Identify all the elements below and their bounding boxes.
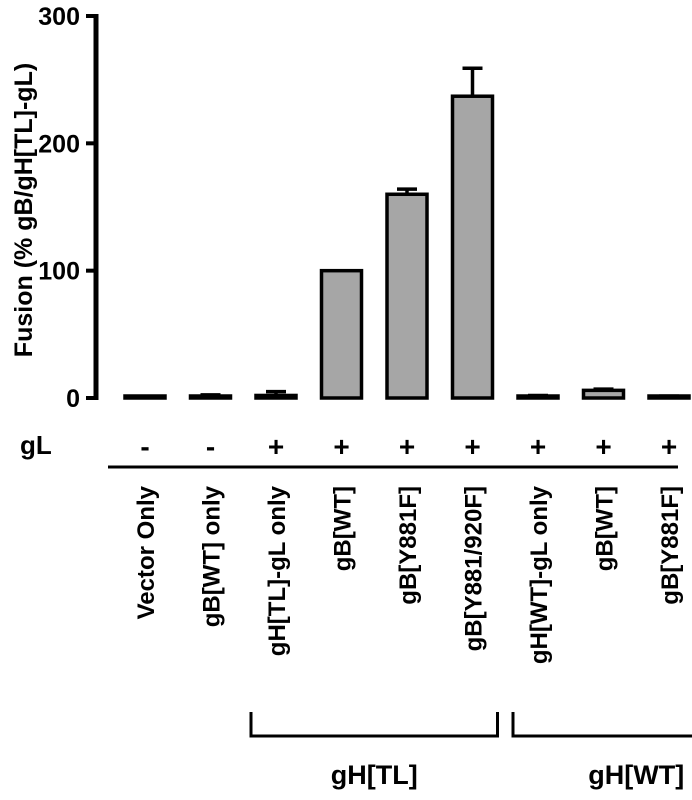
category-label: gB[WT]	[330, 486, 357, 571]
gl-mark: +	[595, 431, 611, 462]
bar	[581, 388, 626, 400]
y-tick-label: 300	[38, 3, 80, 31]
gl-mark: -	[206, 431, 215, 462]
bar	[254, 393, 298, 400]
category-label: gH[WT]-gL only	[526, 485, 553, 664]
gl-mark: +	[399, 431, 415, 462]
gl-row-label: gL	[20, 430, 52, 460]
category-label: gB[Y881/920F]	[461, 486, 488, 651]
y-tick-label: 0	[66, 385, 80, 413]
category-label: gB[Y881F]	[657, 486, 684, 605]
gl-mark: +	[333, 431, 349, 462]
category-label: Vector Only	[133, 485, 160, 619]
bar	[319, 268, 364, 400]
category-label: gB[WT] only	[199, 485, 226, 627]
group-bracket	[511, 712, 692, 738]
group-label: gH[WT]	[588, 760, 684, 790]
bar	[450, 94, 495, 400]
bar	[385, 192, 429, 400]
category-label: gB[Y881F]	[395, 486, 422, 605]
gl-mark: +	[268, 431, 284, 462]
category-label: gH[TL]-gL only	[264, 485, 291, 656]
y-axis-label: Fusion (% gB/gH[TL]-gL)	[10, 63, 38, 357]
y-tick-label: 100	[38, 258, 80, 286]
y-tick-label: 200	[38, 130, 80, 158]
bar	[123, 394, 167, 400]
gl-mark: +	[464, 431, 480, 462]
group-label: gH[TL]	[331, 760, 418, 790]
gl-mark: +	[530, 431, 546, 462]
gl-mark: -	[140, 431, 149, 462]
category-label: gB[WT]	[592, 486, 619, 571]
gl-mark: +	[661, 431, 677, 462]
group-bracket	[249, 712, 499, 738]
